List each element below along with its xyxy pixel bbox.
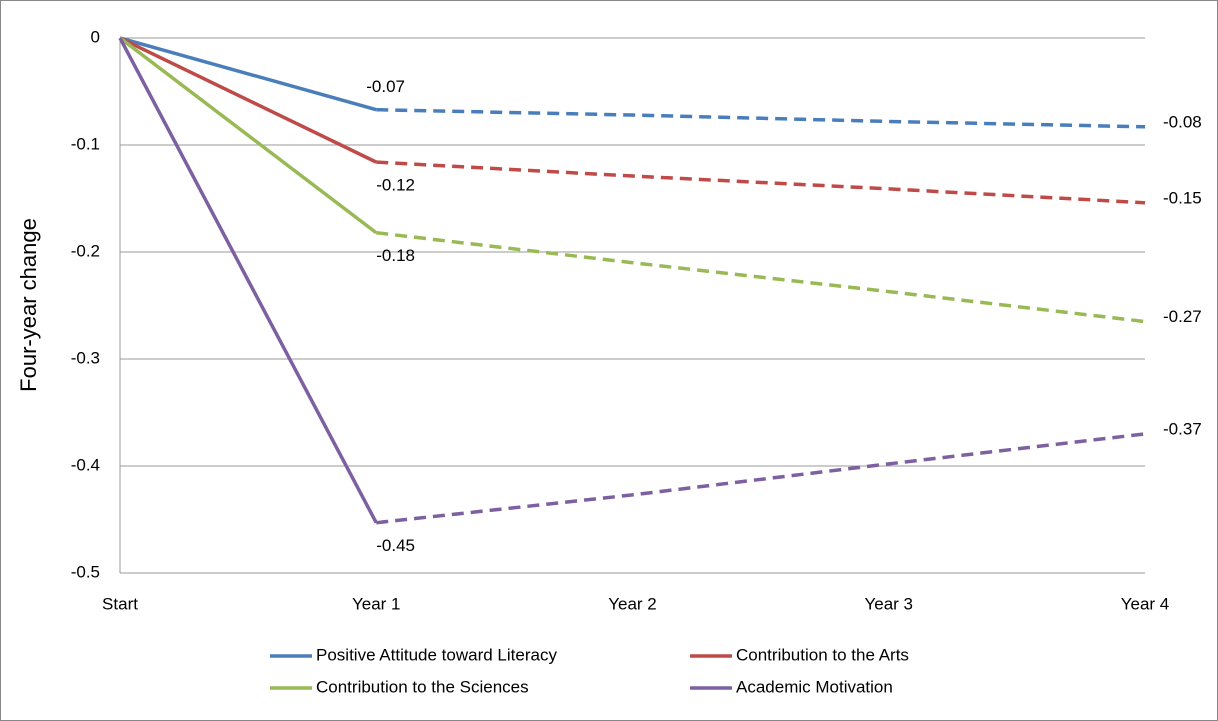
data-label: -0.15: [1163, 188, 1202, 207]
series-line: [376, 160, 1146, 205]
y-axis-label: Four-year change: [16, 218, 41, 392]
data-label: -0.18: [376, 246, 415, 265]
data-label: -0.07: [366, 77, 405, 96]
legend-label: Academic Motivation: [736, 677, 893, 696]
y-tick-label: 0: [91, 27, 100, 46]
legend-label: Positive Attitude toward Literacy: [316, 645, 557, 664]
y-tick-label: -0.3: [71, 348, 100, 367]
series-line: [118, 37, 378, 524]
series-line: [119, 36, 377, 112]
x-tick-label: Year 4: [1121, 594, 1170, 613]
series-line: [376, 107, 1146, 129]
y-tick-label: -0.2: [71, 241, 100, 260]
series-line: [119, 36, 378, 164]
series-line: [376, 432, 1146, 525]
series-line: [376, 231, 1146, 324]
x-tick-label: Year 1: [352, 594, 401, 613]
data-label: -0.08: [1163, 112, 1202, 131]
data-label: -0.27: [1163, 307, 1202, 326]
x-tick-label: Start: [102, 594, 138, 613]
x-tick-label: Year 3: [864, 594, 913, 613]
series-line: [118, 36, 378, 235]
y-tick-label: -0.4: [71, 455, 100, 474]
y-tick-label: -0.5: [71, 562, 100, 581]
data-label: -0.37: [1163, 419, 1202, 438]
legend-label: Contribution to the Arts: [736, 645, 909, 664]
x-tick-label: Year 2: [608, 594, 657, 613]
data-label: -0.45: [376, 536, 415, 555]
y-tick-label: -0.1: [71, 134, 100, 153]
legend-label: Contribution to the Sciences: [316, 677, 529, 696]
data-label: -0.12: [376, 176, 415, 195]
